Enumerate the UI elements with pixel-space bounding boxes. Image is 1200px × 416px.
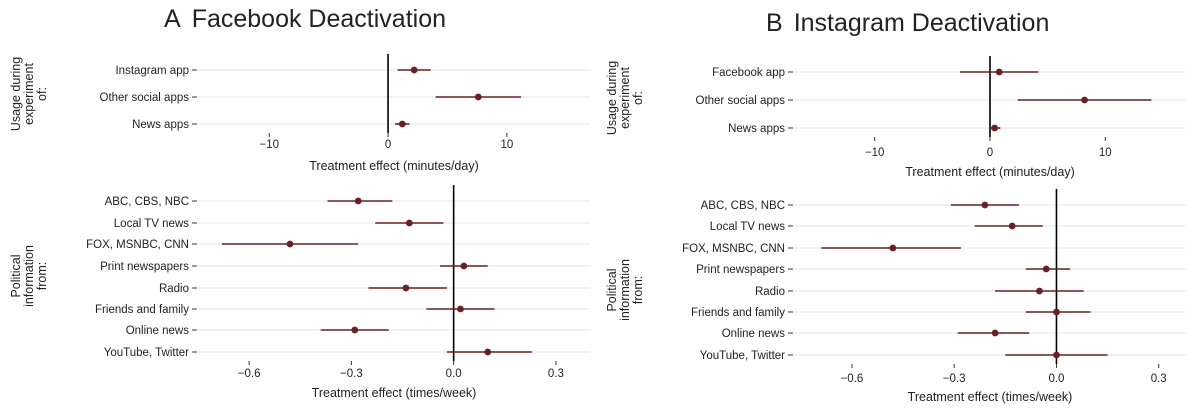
- p0s1-row-label: FOX, MSNBC, CNN: [86, 239, 189, 251]
- p1s1-x-tick-label: −0.3: [943, 373, 966, 385]
- p0s1-point-estimate: [484, 348, 492, 356]
- p1s1-row-label: FOX, MSNBC, CNN: [682, 243, 785, 255]
- p1s1-point-estimate: [1036, 287, 1043, 295]
- p0s1-row-label: YouTube, Twitter: [104, 347, 189, 359]
- p1s1-point-estimate: [991, 329, 999, 337]
- p0s0-point-estimate: [410, 66, 418, 74]
- p1s1-x-tick-label: −0.6: [841, 373, 864, 385]
- p1s0-x-tick-label: −10: [865, 147, 885, 159]
- p0s0-group-label-line: Usage during: [9, 57, 23, 131]
- p1s0-row-label: News apps: [728, 123, 785, 135]
- p0s1-x-tick-label: −0.3: [340, 368, 363, 380]
- panel-b-usage-chart: −10 0 10 Facebook app Other social apps News …: [605, 56, 1186, 179]
- p0s0-x-axis-title: Treatment effect (minutes/day): [309, 159, 479, 173]
- p0s1-row-label: ABC, CBS, NBC: [105, 196, 189, 208]
- p1s0-row-label: Facebook app: [712, 67, 785, 79]
- p0s0-row-label: Other social apps: [100, 92, 190, 104]
- p0s1-point-estimate: [351, 326, 359, 334]
- p1s1-row-label: Online news: [722, 328, 786, 340]
- p0s1-x-axis-title: Treatment effect (times/week): [312, 386, 477, 400]
- p1s0-point-estimate: [1081, 96, 1088, 104]
- p0s1-row-label: Friends and family: [95, 304, 189, 316]
- p1s1-point-estimate: [1008, 222, 1016, 230]
- p0s1-point-estimate: [286, 240, 294, 248]
- p1s0-group-label-line: Usage during: [605, 61, 619, 135]
- p0s0-group-label: Usage duringexperimentof:: [9, 57, 49, 131]
- p0s0-x-tick-label: 10: [500, 139, 513, 151]
- p1s1-row-label: Radio: [755, 286, 785, 298]
- p0s1-row-label: Online news: [126, 325, 190, 337]
- p1s1-row-label: Friends and family: [691, 307, 785, 319]
- p0s1-point-estimate: [402, 284, 410, 292]
- p1s1-group-label: Politicalinformationfrom:: [605, 259, 645, 321]
- p0s1-group-label: Politicalinformationfrom:: [9, 245, 49, 307]
- p1s1-point-estimate: [1053, 351, 1060, 359]
- p1s1-point-estimate: [1053, 308, 1060, 316]
- p1s0-point-estimate: [991, 124, 999, 132]
- p0s0-row-label: News apps: [132, 119, 189, 131]
- p1s0-group-label-line: of:: [631, 91, 645, 105]
- p1s0-x-axis-title: Treatment effect (minutes/day): [905, 165, 1075, 179]
- p1s1-x-axis-title: Treatment effect (times/week): [908, 390, 1073, 404]
- p0s1-x-tick-label: −0.6: [238, 368, 261, 380]
- p0s1-point-estimate: [405, 219, 413, 227]
- p1s1-point-estimate: [889, 244, 897, 252]
- panel-a-title: A Facebook Deactivation: [164, 5, 446, 33]
- p1s0-group-label: Usage duringexperimentof:: [605, 61, 645, 135]
- p1s0-point-estimate: [995, 68, 1003, 76]
- p0s1-row-label: Local TV news: [114, 218, 189, 230]
- panel-a-letter: A: [164, 5, 181, 33]
- p1s1-x-tick-label: 0.0: [1048, 373, 1064, 385]
- p0s1-group-label-line: Political: [9, 254, 23, 297]
- panel-a: A Facebook Deactivation −10 0 10 Instagram a…: [9, 5, 590, 400]
- p0s1-x-tick-label: 0.0: [446, 368, 462, 380]
- p0s0-x-tick-label: −10: [260, 139, 280, 151]
- panel-b-political-chart: −0.6 −0.3 0.0 0.3 ABC, CBS, NBC Local TV news…: [605, 189, 1186, 404]
- p1s1-x-tick-label: 0.3: [1151, 373, 1167, 385]
- p0s0-point-estimate: [474, 93, 482, 101]
- panel-a-title-text: Facebook Deactivation: [192, 5, 446, 33]
- p1s1-row-label: YouTube, Twitter: [700, 350, 785, 362]
- p0s1-point-estimate: [354, 197, 362, 205]
- panel-a-political-chart: −0.6 −0.3 0.0 0.3 ABC, CBS, NBC Local TV news…: [9, 185, 590, 400]
- p1s1-row-label: Print newspapers: [696, 264, 785, 276]
- p1s1-group-label-line: from:: [631, 276, 645, 304]
- p0s0-row-label: Instagram app: [115, 65, 189, 77]
- p0s1-group-label-line: from:: [35, 262, 49, 290]
- p0s0-x-tick-label: 0: [385, 139, 391, 151]
- p1s1-row-label: Local TV news: [710, 221, 785, 233]
- p0s0-group-label-line: of:: [35, 87, 49, 101]
- p0s1-point-estimate: [457, 305, 464, 313]
- panel-b-letter: B: [766, 9, 783, 37]
- p1s1-row-label: ABC, CBS, NBC: [701, 200, 785, 212]
- panel-b-title-text: Instagram Deactivation: [794, 9, 1050, 37]
- p1s1-group-label-line: Political: [605, 268, 619, 311]
- p0s1-group-label-line: information: [22, 245, 36, 307]
- panel-b: B Instagram Deactivation −10 0 10 Facebook a…: [605, 9, 1186, 404]
- p1s0-x-tick-label: 0: [987, 147, 993, 159]
- p1s1-point-estimate: [1042, 265, 1050, 273]
- p0s0-group-label-line: experiment: [22, 63, 36, 125]
- p1s0-group-label-line: experiment: [618, 67, 632, 129]
- p1s1-group-label-line: information: [618, 259, 632, 321]
- panel-b-title: B Instagram Deactivation: [766, 9, 1049, 37]
- p1s0-row-label: Other social apps: [696, 95, 786, 107]
- p1s0-x-tick-label: 10: [1099, 147, 1112, 159]
- p0s0-point-estimate: [398, 120, 406, 128]
- p0s1-point-estimate: [460, 262, 468, 270]
- panel-a-usage-chart: −10 0 10 Instagram app Other social apps News…: [9, 54, 590, 173]
- p0s1-row-label: Radio: [159, 283, 189, 295]
- p0s1-x-tick-label: 0.3: [548, 368, 564, 380]
- p0s1-row-label: Print newspapers: [100, 261, 189, 273]
- p1s1-point-estimate: [981, 201, 989, 209]
